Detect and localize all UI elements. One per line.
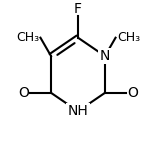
Text: O: O — [18, 86, 29, 100]
Text: O: O — [127, 86, 138, 100]
Text: NH: NH — [68, 104, 88, 118]
Text: N: N — [100, 49, 110, 63]
Text: CH₃: CH₃ — [117, 31, 140, 44]
Text: CH₃: CH₃ — [16, 31, 39, 44]
Text: F: F — [74, 2, 82, 16]
